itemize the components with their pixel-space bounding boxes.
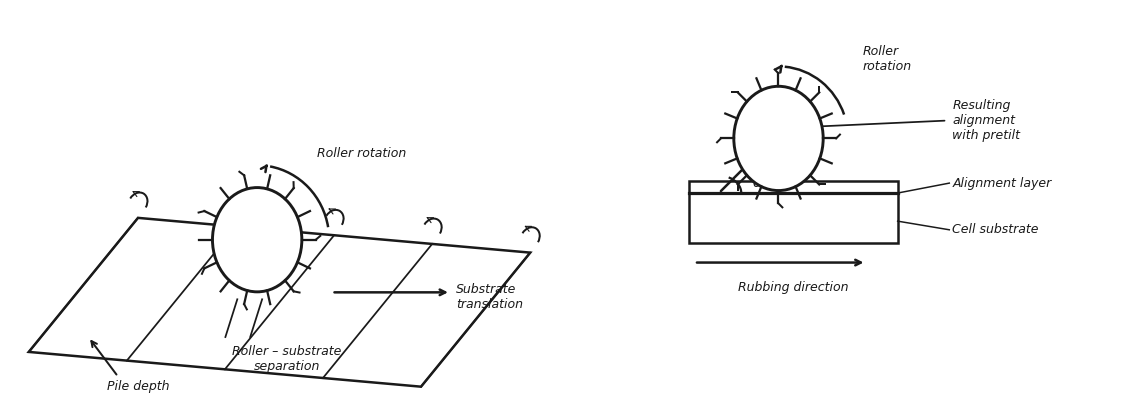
Text: Roller rotation: Roller rotation — [316, 147, 406, 160]
Bar — [689, 181, 897, 243]
Text: Alignment layer: Alignment layer — [953, 177, 1052, 189]
Text: Resulting
alignment
with pretilt: Resulting alignment with pretilt — [953, 99, 1020, 142]
Text: Pile depth: Pile depth — [106, 380, 170, 393]
Text: θ: θ — [753, 176, 760, 190]
Text: Roller – substrate
separation: Roller – substrate separation — [233, 345, 341, 373]
Text: Substrate
translation: Substrate translation — [455, 283, 523, 311]
Ellipse shape — [212, 187, 302, 292]
Text: Rubbing direction: Rubbing direction — [738, 281, 849, 294]
Ellipse shape — [733, 86, 823, 191]
Text: Cell substrate: Cell substrate — [953, 223, 1038, 236]
Text: Roller
rotation: Roller rotation — [863, 45, 912, 73]
